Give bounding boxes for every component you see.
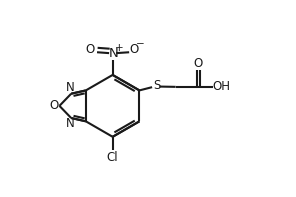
Text: O: O — [130, 43, 139, 56]
Text: O: O — [86, 43, 95, 56]
Text: N: N — [66, 81, 75, 94]
Text: OH: OH — [212, 80, 230, 93]
Text: N: N — [66, 117, 75, 130]
Text: O: O — [194, 57, 203, 70]
Text: Cl: Cl — [107, 151, 118, 164]
Text: O: O — [49, 99, 59, 112]
Text: N: N — [108, 47, 118, 60]
Text: +: + — [115, 43, 123, 53]
Text: −: − — [136, 39, 145, 49]
Text: S: S — [153, 79, 160, 92]
